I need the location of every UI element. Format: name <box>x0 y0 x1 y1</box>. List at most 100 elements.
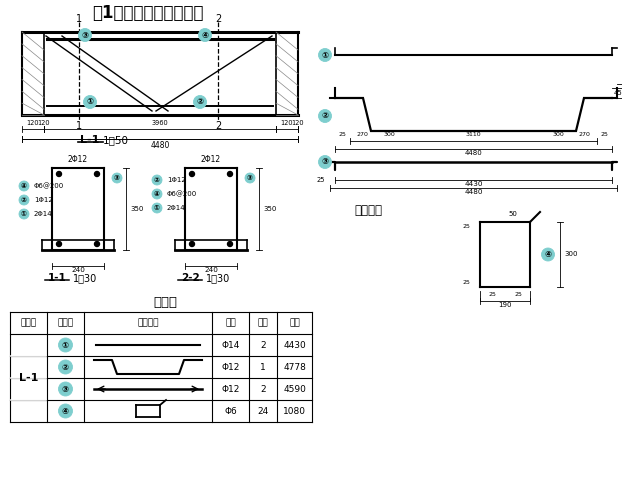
Text: 300: 300 <box>564 251 577 258</box>
Text: 1：30: 1：30 <box>73 273 97 283</box>
Text: 1: 1 <box>260 363 266 371</box>
Circle shape <box>318 48 332 61</box>
Text: 1: 1 <box>76 14 82 24</box>
Circle shape <box>152 189 162 199</box>
Circle shape <box>19 181 29 191</box>
Circle shape <box>78 28 91 41</box>
Circle shape <box>152 203 162 213</box>
Text: 4430: 4430 <box>464 181 483 187</box>
Text: ④: ④ <box>202 30 208 40</box>
Text: ①: ① <box>21 211 27 217</box>
Text: 25: 25 <box>488 292 496 298</box>
Text: ②: ② <box>154 177 160 183</box>
Circle shape <box>190 242 195 246</box>
Circle shape <box>83 96 96 108</box>
Text: 1: 1 <box>76 121 82 131</box>
Text: 梁编号: 梁编号 <box>21 319 37 327</box>
Text: 2Φ12: 2Φ12 <box>68 156 88 164</box>
Text: Φ12: Φ12 <box>221 385 239 393</box>
Text: 1：30: 1：30 <box>206 273 230 283</box>
Text: 25: 25 <box>601 131 608 137</box>
Text: ②: ② <box>322 111 328 121</box>
Text: 1080: 1080 <box>283 407 306 415</box>
Circle shape <box>190 171 195 177</box>
Text: ③: ③ <box>62 385 69 393</box>
Text: 4590: 4590 <box>283 385 306 393</box>
Text: Φ6@200: Φ6@200 <box>34 183 64 189</box>
Text: 1：50: 1：50 <box>103 135 129 145</box>
Text: 50: 50 <box>509 211 518 217</box>
Text: 例1：现浇钢筋混凝土梁: 例1：现浇钢筋混凝土梁 <box>92 4 204 22</box>
Text: 45°: 45° <box>614 90 622 96</box>
Text: ②: ② <box>21 197 27 203</box>
Circle shape <box>228 171 233 177</box>
Text: 120: 120 <box>281 120 294 126</box>
Text: Φ12: Φ12 <box>221 363 239 371</box>
Text: 240: 240 <box>71 267 85 273</box>
Text: 2Φ14: 2Φ14 <box>34 211 53 217</box>
Text: ④: ④ <box>21 183 27 189</box>
Text: 270: 270 <box>356 131 368 137</box>
Circle shape <box>57 242 62 246</box>
Text: L-1: L-1 <box>19 373 38 383</box>
Text: ①: ① <box>322 50 328 60</box>
Text: 300: 300 <box>383 131 395 137</box>
Text: 270: 270 <box>578 131 590 137</box>
Text: ③: ③ <box>81 30 88 40</box>
Circle shape <box>542 248 554 261</box>
Text: 规格: 规格 <box>225 319 236 327</box>
Text: 2-2: 2-2 <box>180 273 200 283</box>
Text: 1Φ12: 1Φ12 <box>34 197 53 203</box>
Circle shape <box>318 156 332 168</box>
Text: 120: 120 <box>38 120 50 126</box>
Text: 钢筋表: 钢筋表 <box>153 296 177 308</box>
Circle shape <box>57 171 62 177</box>
Text: 长度: 长度 <box>289 319 300 327</box>
Text: 钢筋详图: 钢筋详图 <box>354 203 382 217</box>
Text: 300: 300 <box>552 131 564 137</box>
Text: 25: 25 <box>338 131 346 137</box>
Text: ①: ① <box>154 205 160 211</box>
Text: 25: 25 <box>462 224 470 228</box>
Text: Φ14: Φ14 <box>221 341 239 349</box>
Text: 2Φ12: 2Φ12 <box>201 156 221 164</box>
Text: 240: 240 <box>204 267 218 273</box>
Text: ①: ① <box>62 341 69 349</box>
Text: 2: 2 <box>260 341 266 349</box>
Circle shape <box>58 338 73 352</box>
Text: ④: ④ <box>154 191 160 197</box>
Text: 4480: 4480 <box>465 150 483 156</box>
Text: 钢筋简图: 钢筋简图 <box>137 319 159 327</box>
Circle shape <box>193 96 207 108</box>
Circle shape <box>318 109 332 122</box>
Text: 2: 2 <box>215 14 221 24</box>
Text: ④: ④ <box>62 407 69 415</box>
Text: L-1: L-1 <box>80 135 100 145</box>
Text: Φ6@200: Φ6@200 <box>167 191 197 197</box>
Text: 3960: 3960 <box>152 120 169 126</box>
Text: 2: 2 <box>260 385 266 393</box>
Text: 25: 25 <box>462 281 470 285</box>
Text: Φ6: Φ6 <box>224 407 237 415</box>
Text: 钢筋号: 钢筋号 <box>57 319 73 327</box>
Circle shape <box>152 175 162 185</box>
Text: 25: 25 <box>514 292 522 298</box>
Circle shape <box>19 195 29 205</box>
Circle shape <box>58 382 73 396</box>
Text: 350: 350 <box>263 206 276 212</box>
Text: 3110: 3110 <box>466 131 481 137</box>
Text: 25: 25 <box>317 177 325 183</box>
Text: ③: ③ <box>247 175 253 181</box>
Circle shape <box>19 209 29 219</box>
Circle shape <box>198 28 211 41</box>
Text: ③: ③ <box>322 158 328 166</box>
Text: 1-1: 1-1 <box>48 273 67 283</box>
Text: ②: ② <box>197 98 203 106</box>
Circle shape <box>58 360 73 374</box>
Text: 2: 2 <box>215 121 221 131</box>
Text: 190: 190 <box>498 302 512 308</box>
Text: ④: ④ <box>544 250 552 259</box>
Text: 350: 350 <box>130 206 144 212</box>
Text: 24: 24 <box>258 407 269 415</box>
Circle shape <box>228 242 233 246</box>
